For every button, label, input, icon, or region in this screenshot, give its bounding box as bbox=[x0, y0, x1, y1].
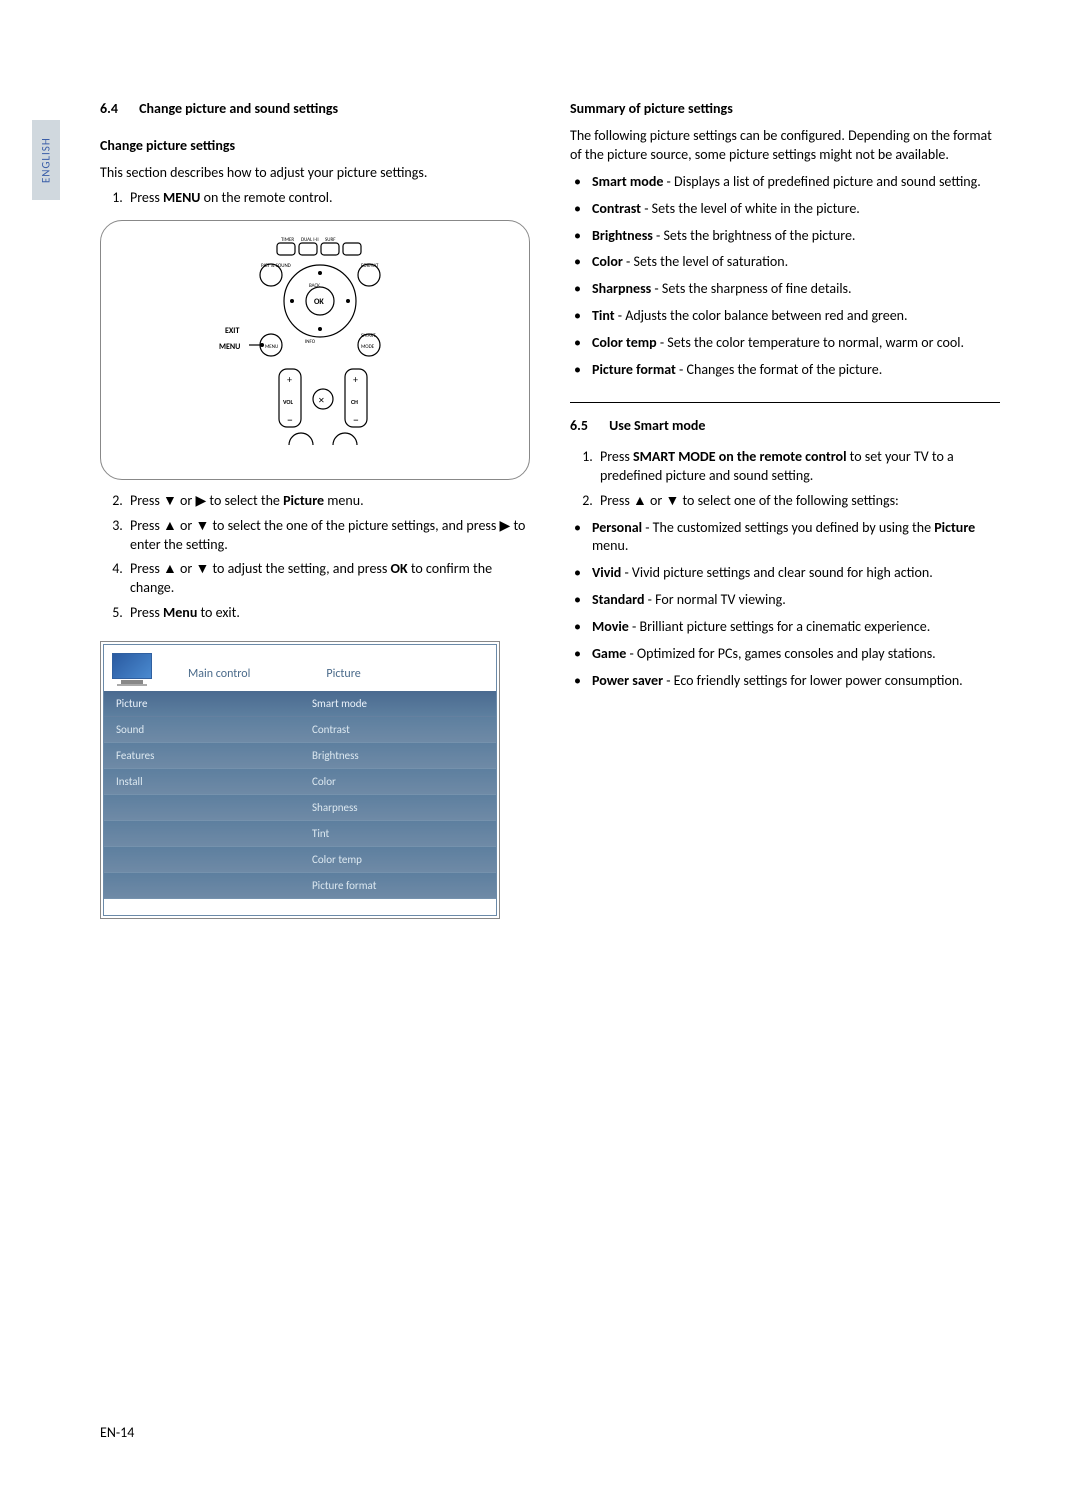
page-number: EN-14 bbox=[100, 1424, 134, 1441]
intro-paragraph: This section describes how to adjust you… bbox=[100, 164, 530, 183]
svg-text:TIMER: TIMER bbox=[281, 237, 294, 243]
menu-right-item: Contrast bbox=[300, 717, 496, 743]
svg-text:INFO: INFO bbox=[305, 339, 316, 345]
step: Press Menu to exit. bbox=[126, 604, 530, 623]
svg-text:+: + bbox=[287, 373, 292, 386]
section-number: 6.4 bbox=[100, 100, 118, 117]
summary-intro: The following picture settings can be co… bbox=[570, 127, 1000, 165]
smart-mode-steps: Press SMART MODE on the remote control t… bbox=[570, 448, 1000, 511]
menu-right-item: Smart mode bbox=[300, 691, 496, 717]
summary-bullet: Tint - Adjusts the color balance between… bbox=[574, 307, 1000, 326]
section-6-4-heading: 6.4 Change picture and sound settings bbox=[100, 100, 530, 117]
svg-text:FORMAT: FORMAT bbox=[361, 263, 379, 269]
remote-diagram: TIMER DUAL I-II SURF OK BACK bbox=[100, 220, 530, 480]
smart-bullet: Vivid - Vivid picture settings and clear… bbox=[574, 564, 1000, 583]
menu-right-item: Brightness bbox=[300, 743, 496, 769]
menu-left-item bbox=[104, 821, 300, 847]
ok-label: OK bbox=[314, 297, 324, 307]
svg-text:CH: CH bbox=[351, 398, 358, 406]
menu-screenshot: Main control Picture PictureSoundFeature… bbox=[100, 641, 500, 919]
menu-left-item bbox=[104, 795, 300, 821]
smart-bullet: Movie - Brilliant picture settings for a… bbox=[574, 618, 1000, 637]
menu-left-item bbox=[104, 847, 300, 873]
menu-right-item: Color bbox=[300, 769, 496, 795]
svg-text:PICT & SOUND: PICT & SOUND bbox=[261, 263, 291, 269]
menu-right-item: Picture format bbox=[300, 873, 496, 899]
summary-bullet: Color - Sets the level of saturation. bbox=[574, 253, 1000, 272]
menu-right-item: Tint bbox=[300, 821, 496, 847]
smart-bullet: Power saver - Eco friendly settings for … bbox=[574, 672, 1000, 691]
section-6-5-heading: 6.5 Use Smart mode bbox=[570, 417, 1000, 434]
section-number-2: 6.5 bbox=[570, 417, 588, 434]
smart-mode-bullets: Personal - The customized settings you d… bbox=[570, 519, 1000, 691]
summary-bullet: Color temp - Sets the color temperature … bbox=[574, 334, 1000, 353]
step: Press ▲ or ▼ to select the one of the pi… bbox=[126, 517, 530, 555]
section-title: Change picture and sound settings bbox=[139, 100, 338, 117]
remote-svg: TIMER DUAL I-II SURF OK BACK bbox=[205, 237, 425, 457]
exit-label: EXIT bbox=[225, 326, 239, 336]
smart-step: Press SMART MODE on the remote control t… bbox=[596, 448, 1000, 486]
section-divider bbox=[570, 402, 1000, 403]
left-column: 6.4 Change picture and sound settings Ch… bbox=[100, 100, 530, 937]
menu-right-item: Color temp bbox=[300, 847, 496, 873]
menu-label: MENU bbox=[219, 342, 240, 352]
menu-left-item: Sound bbox=[104, 717, 300, 743]
menu-right-col: Smart modeContrastBrightnessColorSharpne… bbox=[300, 691, 496, 899]
tv-icon bbox=[112, 653, 152, 687]
svg-text:−: − bbox=[287, 414, 293, 428]
sub-heading-change-picture: Change picture settings bbox=[100, 137, 530, 154]
svg-text:MODE: MODE bbox=[361, 344, 375, 350]
menu-right-item: Sharpness bbox=[300, 795, 496, 821]
svg-text:DUAL I-II: DUAL I-II bbox=[301, 237, 319, 243]
sub-heading-summary: Summary of picture settings bbox=[570, 100, 1000, 117]
svg-text:VOL: VOL bbox=[283, 398, 293, 406]
svg-text:+: + bbox=[353, 373, 358, 386]
svg-text:SURF: SURF bbox=[325, 237, 336, 243]
menu-header: Main control Picture bbox=[104, 645, 496, 691]
smart-bullet: Game - Optimized for PCs, games consoles… bbox=[574, 645, 1000, 664]
summary-bullets: Smart mode - Displays a list of predefin… bbox=[570, 173, 1000, 380]
smart-step: Press ▲ or ▼ to select one of the follow… bbox=[596, 492, 1000, 511]
language-tab: ENGLISH bbox=[32, 120, 60, 200]
steps-list-2: Press ▼ or ▶ to select the Picture menu.… bbox=[100, 492, 530, 623]
summary-bullet: Smart mode - Displays a list of predefin… bbox=[574, 173, 1000, 192]
step-1: Press MENU on the remote control. bbox=[126, 189, 530, 208]
menu-header-picture: Picture bbox=[326, 667, 360, 687]
menu-left-item bbox=[104, 873, 300, 899]
smart-bullet: Standard - For normal TV viewing. bbox=[574, 591, 1000, 610]
menu-header-main: Main control bbox=[188, 667, 250, 687]
svg-text:MENU: MENU bbox=[265, 344, 278, 350]
menu-left-item: Picture bbox=[104, 691, 300, 717]
svg-text:SMART: SMART bbox=[361, 333, 376, 339]
summary-bullet: Contrast - Sets the level of white in th… bbox=[574, 200, 1000, 219]
summary-bullet: Brightness - Sets the brightness of the … bbox=[574, 227, 1000, 246]
manual-page: ENGLISH 6.4 Change picture and sound set… bbox=[0, 0, 1080, 1491]
right-column: Summary of picture settings The followin… bbox=[570, 100, 1000, 937]
step: Press ▼ or ▶ to select the Picture menu. bbox=[126, 492, 530, 511]
summary-bullet: Sharpness - Sets the sharpness of fine d… bbox=[574, 280, 1000, 299]
menu-left-item: Features bbox=[104, 743, 300, 769]
menu-left-col: PictureSoundFeaturesInstall bbox=[104, 691, 300, 899]
step: Press ▲ or ▼ to adjust the setting, and … bbox=[126, 560, 530, 598]
svg-text:BACK: BACK bbox=[309, 283, 320, 289]
steps-list-1: Press MENU on the remote control. bbox=[100, 189, 530, 208]
svg-text:−: − bbox=[353, 414, 359, 428]
summary-bullet: Picture format - Changes the format of t… bbox=[574, 361, 1000, 380]
menu-left-item: Install bbox=[104, 769, 300, 795]
svg-text:✕: ✕ bbox=[318, 396, 325, 406]
section-title-2: Use Smart mode bbox=[609, 417, 705, 434]
content-columns: 6.4 Change picture and sound settings Ch… bbox=[100, 100, 1000, 937]
smart-bullet: Personal - The customized settings you d… bbox=[574, 519, 1000, 557]
